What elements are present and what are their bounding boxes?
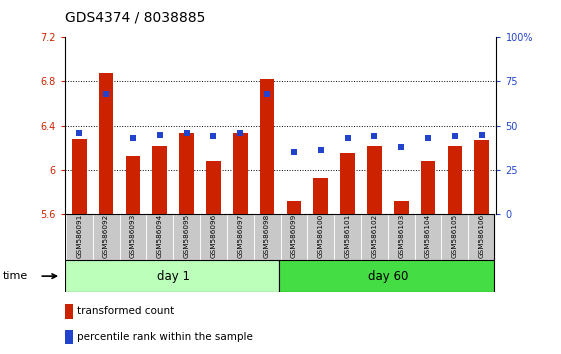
Text: day 60: day 60 (367, 270, 408, 282)
Text: transformed count: transformed count (77, 307, 174, 316)
Bar (65, 260, 279, 292)
Bar (260, 79, 274, 214)
Point (102, 91, 111, 97)
Point (370, 133, 379, 139)
Bar (179, 133, 194, 214)
Text: GSM586091: GSM586091 (76, 214, 82, 258)
Text: day 1: day 1 (157, 270, 190, 282)
Bar (126, 155, 140, 214)
Point (397, 144, 406, 150)
Text: GSM586100: GSM586100 (318, 214, 324, 258)
Bar (65, 330, 73, 344)
Point (236, 130, 245, 136)
Point (263, 91, 272, 97)
Point (289, 149, 298, 155)
Bar (340, 153, 355, 214)
Point (209, 133, 218, 139)
Bar (65, 304, 73, 319)
Point (182, 130, 191, 136)
Point (424, 135, 433, 141)
Text: GSM586101: GSM586101 (344, 214, 351, 258)
Bar (334, 214, 361, 260)
Text: GSM586097: GSM586097 (237, 214, 243, 258)
Text: GSM586098: GSM586098 (264, 214, 270, 258)
Bar (146, 214, 173, 260)
Bar (280, 214, 307, 260)
Text: GSM586093: GSM586093 (130, 214, 136, 258)
Text: GSM586092: GSM586092 (103, 214, 109, 258)
Bar (119, 214, 146, 260)
Point (75, 130, 84, 136)
Bar (415, 214, 442, 260)
Point (316, 148, 325, 153)
Bar (287, 201, 301, 214)
Point (128, 135, 137, 141)
Bar (206, 161, 221, 214)
Point (450, 133, 459, 139)
Bar (99, 73, 113, 214)
Bar (153, 145, 167, 214)
Bar (279, 260, 494, 292)
Text: GSM586106: GSM586106 (479, 214, 485, 258)
Bar (200, 214, 227, 260)
Bar (367, 145, 382, 214)
Bar (66, 214, 93, 260)
Bar (307, 214, 334, 260)
Bar (314, 178, 328, 214)
Bar (448, 145, 462, 214)
Point (343, 135, 352, 141)
Bar (394, 201, 408, 214)
Bar (388, 214, 415, 260)
Bar (361, 214, 388, 260)
Bar (227, 214, 254, 260)
Text: GSM586095: GSM586095 (183, 214, 190, 258)
Bar (475, 140, 489, 214)
Bar (93, 214, 119, 260)
Bar (254, 214, 280, 260)
Bar (72, 139, 86, 214)
Bar (173, 214, 200, 260)
Text: GSM586102: GSM586102 (371, 214, 378, 258)
Text: time: time (3, 271, 28, 281)
Text: GSM586096: GSM586096 (210, 214, 217, 258)
Bar (468, 214, 495, 260)
Point (477, 132, 486, 137)
Text: GDS4374 / 8038885: GDS4374 / 8038885 (65, 11, 205, 25)
Bar (233, 133, 247, 214)
Text: GSM586099: GSM586099 (291, 214, 297, 258)
Text: percentile rank within the sample: percentile rank within the sample (77, 332, 253, 342)
Text: GSM586094: GSM586094 (157, 214, 163, 258)
Bar (442, 214, 468, 260)
Bar (421, 161, 435, 214)
Text: GSM586104: GSM586104 (425, 214, 431, 258)
Text: GSM586103: GSM586103 (398, 214, 404, 258)
Text: GSM586105: GSM586105 (452, 214, 458, 258)
Point (155, 132, 164, 137)
